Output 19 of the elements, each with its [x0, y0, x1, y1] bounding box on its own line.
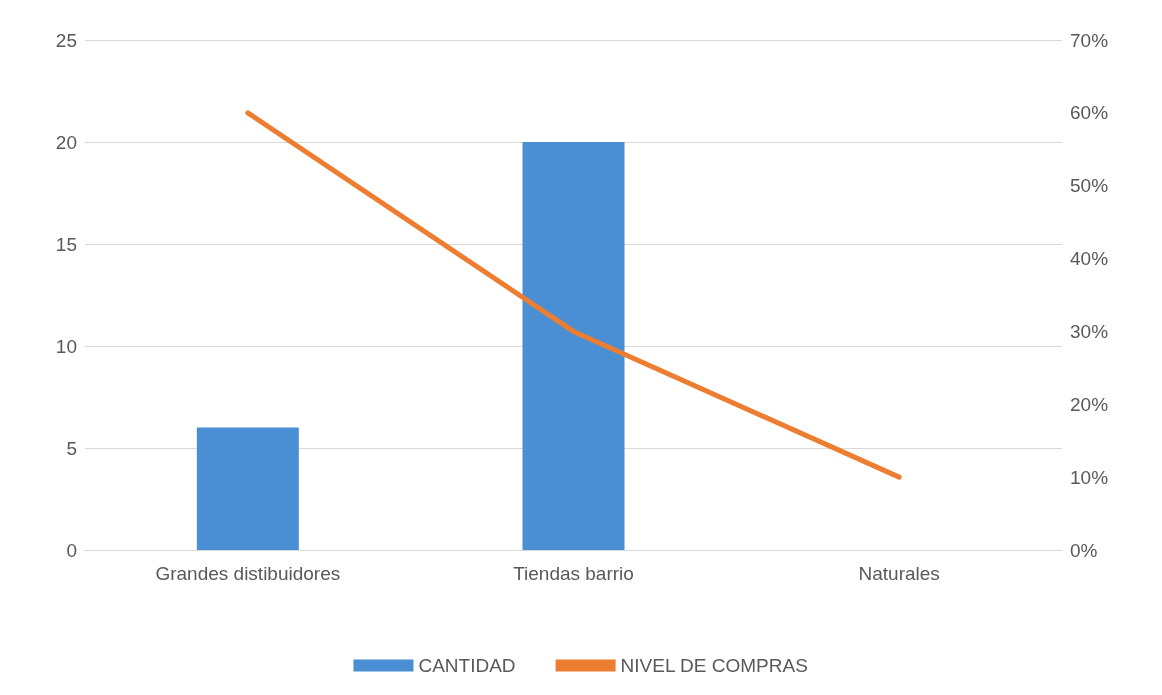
y2-tick-label: 50%	[1070, 175, 1109, 197]
y2-tick-label: 10%	[1070, 466, 1109, 488]
y-tick-label: 25	[55, 29, 77, 51]
legend-label: NIVEL DE COMPRAS	[620, 655, 808, 676]
x-tick-label: Naturales	[858, 563, 940, 584]
y2-tick-label: 30%	[1070, 320, 1109, 342]
x-tick-label: Grandes distibuidores	[155, 563, 341, 584]
legend-label: CANTIDAD	[418, 655, 516, 676]
y2-tick-label: 60%	[1070, 102, 1109, 124]
y-tick-label: 5	[66, 437, 77, 459]
y2-tick-label: 0%	[1070, 539, 1098, 561]
y-tick-label: 15	[55, 233, 77, 255]
y-tick-label: 10	[55, 335, 77, 357]
x-tick-label: Tiendas barrio	[513, 563, 634, 584]
y-tick-label: 0	[66, 539, 77, 561]
y-tick-label: 20	[55, 131, 77, 153]
y2-tick-label: 70%	[1070, 29, 1109, 51]
y2-tick-label: 20%	[1070, 393, 1109, 415]
y2-tick-label: 40%	[1070, 248, 1109, 270]
